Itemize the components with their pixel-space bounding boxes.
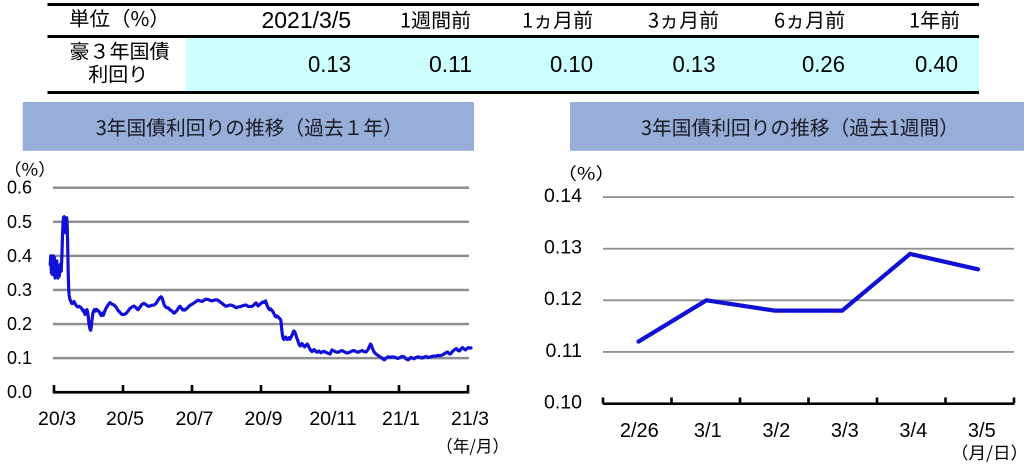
svg-text:0.4: 0.4 [7,246,32,266]
svg-text:20/11: 20/11 [309,408,356,430]
svg-text:0.26: 0.26 [802,51,845,77]
svg-text:0.12: 0.12 [544,288,582,310]
svg-text:20/3: 20/3 [38,408,76,430]
svg-text:0.3: 0.3 [7,280,32,300]
svg-text:0.11: 0.11 [545,340,582,362]
svg-text:0.13: 0.13 [308,51,351,77]
svg-text:0.6: 0.6 [7,178,32,198]
svg-text:3/3: 3/3 [831,420,859,442]
svg-text:21/1: 21/1 [382,408,420,430]
svg-text:0.40: 0.40 [915,51,958,77]
svg-text:21/3: 21/3 [451,408,489,430]
svg-text:0.0: 0.0 [7,382,32,402]
svg-text:0.13: 0.13 [544,237,582,259]
svg-text:2021/3/5: 2021/3/5 [261,7,351,33]
svg-text:0.1: 0.1 [7,348,32,368]
svg-text:0.13: 0.13 [673,51,716,77]
svg-text:0.14: 0.14 [544,185,582,207]
svg-text:20/9: 20/9 [245,408,283,430]
svg-text:0.10: 0.10 [550,51,593,77]
svg-text:3/5: 3/5 [968,420,996,442]
svg-text:3/1: 3/1 [694,420,722,442]
svg-text:0.2: 0.2 [7,314,32,334]
svg-text:0.11: 0.11 [429,51,472,77]
svg-text:0.10: 0.10 [544,391,582,413]
svg-text:2/26: 2/26 [620,420,659,442]
svg-text:0.5: 0.5 [7,212,32,232]
svg-text:20/7: 20/7 [176,408,214,430]
svg-text:20/5: 20/5 [106,408,144,430]
svg-text:3/4: 3/4 [899,420,927,442]
svg-text:3/2: 3/2 [762,420,790,442]
